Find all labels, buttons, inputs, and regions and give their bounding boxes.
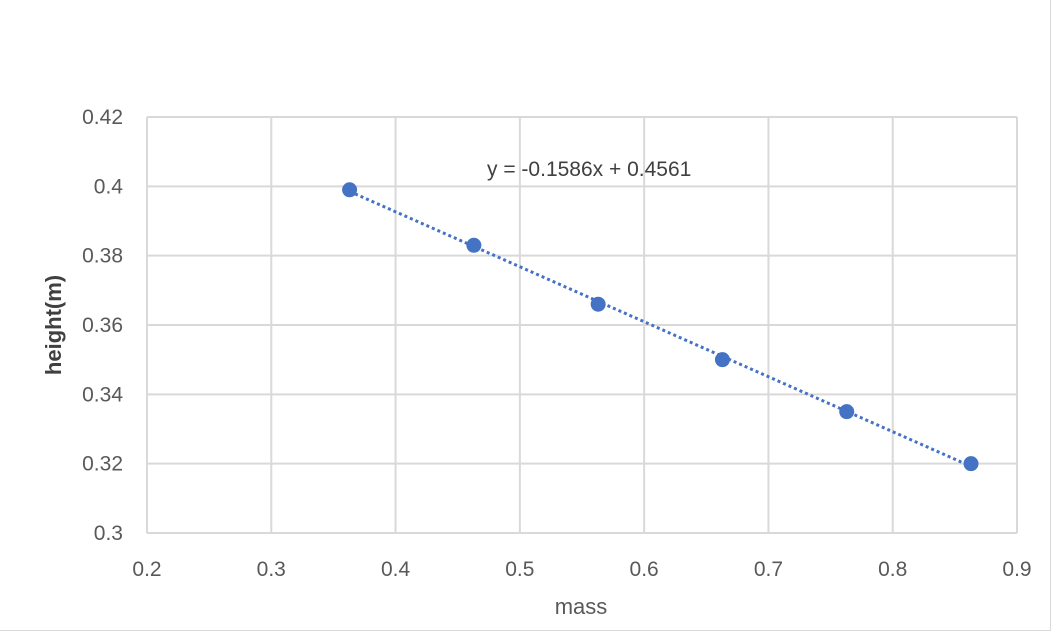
y-tick-label: 0.3 <box>94 522 123 545</box>
data-point <box>590 296 606 312</box>
data-point <box>714 352 730 368</box>
x-tick-label: 0.6 <box>630 558 659 581</box>
x-tick-label: 0.9 <box>1002 558 1031 581</box>
x-tick-label: 0.7 <box>754 558 783 581</box>
x-tick-label: 0.8 <box>878 558 907 581</box>
trendline-equation: y = -0.1586x + 0.4561 <box>487 158 691 181</box>
trendline-group <box>348 190 972 468</box>
y-tick-label: 0.38 <box>82 245 123 268</box>
y-axis-title: height(m) <box>41 275 66 375</box>
data-point <box>466 237 482 253</box>
x-axis-title: mass <box>555 594 608 619</box>
y-axis-ticks: 0.3 0.32 0.34 0.36 0.38 0.4 0.42 <box>82 106 123 545</box>
data-point <box>342 182 358 198</box>
x-tick-label: 0.4 <box>381 558 411 581</box>
y-tick-label: 0.36 <box>82 314 123 337</box>
trendline <box>348 190 972 468</box>
data-point <box>963 456 979 472</box>
data-points <box>342 182 979 472</box>
x-tick-label: 0.5 <box>505 558 534 581</box>
y-tick-label: 0.42 <box>82 106 123 129</box>
y-tick-label: 0.32 <box>82 453 123 476</box>
x-tick-label: 0.2 <box>132 558 161 581</box>
y-tick-label: 0.4 <box>94 175 124 198</box>
data-point <box>839 404 855 420</box>
gridlines <box>146 116 1018 534</box>
x-axis-ticks: 0.2 0.3 0.4 0.5 0.6 0.7 0.8 0.9 <box>132 558 1031 581</box>
y-tick-label: 0.34 <box>82 383 123 406</box>
x-tick-label: 0.3 <box>257 558 286 581</box>
